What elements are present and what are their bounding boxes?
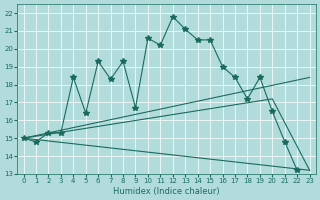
X-axis label: Humidex (Indice chaleur): Humidex (Indice chaleur) xyxy=(113,187,220,196)
